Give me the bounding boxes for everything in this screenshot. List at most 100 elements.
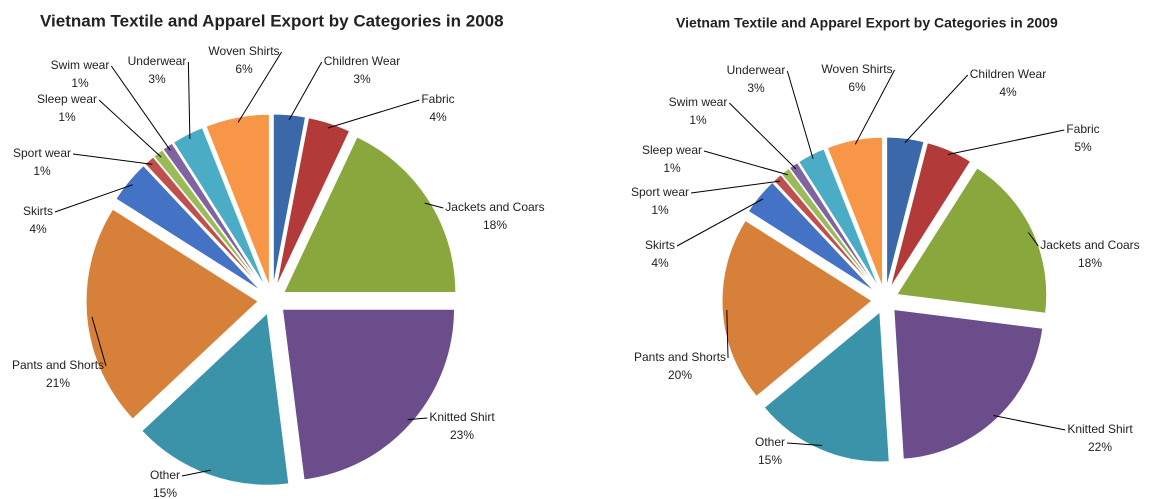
pie-slice <box>893 308 1044 460</box>
slice-label: Swim wear <box>51 58 110 72</box>
pie-2008: Children Wear 3% Fabric 4% Jackets and Coars… <box>12 44 545 499</box>
leader-line <box>187 61 191 139</box>
slice-label: Children Wear <box>970 67 1046 81</box>
pie-slice <box>141 312 290 486</box>
leader-line <box>676 198 764 247</box>
slice-label: Other <box>150 468 180 482</box>
slice-value-label: 4% <box>651 256 669 270</box>
slice-label: Woven Shirts <box>821 62 892 76</box>
slice-label: Underwear <box>128 54 187 68</box>
slice-value-label: 4% <box>29 222 47 236</box>
pie-slice <box>780 167 878 291</box>
slice-value-label: 23% <box>450 428 474 442</box>
slice-label: Swim wear <box>669 95 728 109</box>
leader-line <box>904 74 969 144</box>
pie-slice <box>283 136 457 293</box>
pie-slice <box>788 161 879 290</box>
slice-value-label: 4% <box>999 85 1017 99</box>
slice-label: Knitted Shirt <box>429 410 495 424</box>
leader-line <box>728 102 797 170</box>
leader-line <box>54 184 133 213</box>
slice-label: Knitted Shirt <box>1067 422 1133 436</box>
slice-label: Sleep wear <box>642 143 702 157</box>
slice-label: Skirts <box>23 204 53 218</box>
chart-title: Vietnam Textile and Apparel Export by Ca… <box>676 15 1058 31</box>
pie-slice <box>153 149 264 290</box>
pie-slice <box>798 148 880 289</box>
slice-value-label: 6% <box>848 80 866 94</box>
leader-line <box>288 61 323 121</box>
slice-value-label: 18% <box>1078 256 1102 270</box>
leader-line <box>726 309 729 359</box>
leader-line <box>1028 232 1039 247</box>
slice-label: Underwear <box>727 63 786 77</box>
pie-slice <box>272 113 307 287</box>
slice-label: Pants and Shorts <box>634 350 726 364</box>
slice-value-label: 1% <box>689 113 707 127</box>
pie-slice <box>889 142 972 289</box>
leader-line <box>786 442 823 446</box>
pie-2009: Children Wear 4% Fabric 5% Jackets and Coars… <box>631 62 1140 467</box>
slice-value-label: 1% <box>71 76 89 90</box>
slice-value-label: 3% <box>148 72 166 86</box>
pie-slice <box>275 117 351 287</box>
slice-label: Sleep wear <box>37 92 97 106</box>
leader-line <box>703 150 788 176</box>
pie-slice <box>721 219 873 398</box>
pie-slice <box>826 136 884 288</box>
pie-slice <box>115 164 262 292</box>
slice-label: Sport wear <box>13 146 71 160</box>
pie-slice <box>172 126 267 288</box>
pie-slice <box>895 167 1048 314</box>
leader-line <box>181 469 211 477</box>
leader-line <box>407 417 428 421</box>
leader-line <box>424 202 444 209</box>
slice-label: Sport wear <box>631 185 689 199</box>
pie-slice <box>773 173 877 291</box>
slice-value-label: 1% <box>663 161 681 175</box>
slice-value-label: 20% <box>668 368 692 382</box>
slice-label: Woven Shirts <box>208 44 279 58</box>
leader-line <box>91 316 107 367</box>
slice-value-label: 21% <box>46 376 70 390</box>
slice-value-label: 3% <box>747 81 765 95</box>
slice-label: Jackets and Coars <box>445 200 544 214</box>
pie-slice <box>281 308 456 481</box>
leader-line <box>110 65 171 151</box>
slice-label: Skirts <box>645 238 675 252</box>
slice-value-label: 4% <box>429 110 447 124</box>
leader-line <box>327 99 420 129</box>
pie-slice <box>205 113 270 287</box>
leader-line <box>993 415 1066 431</box>
leader-line <box>786 70 814 159</box>
leader-line <box>237 51 282 123</box>
slice-value-label: 1% <box>58 110 76 124</box>
leader-line <box>98 99 162 158</box>
slice-label: Children Wear <box>324 54 400 68</box>
slice-value-label: 22% <box>1088 440 1112 454</box>
slice-label: Pants and Shorts <box>12 358 104 372</box>
slice-value-label: 15% <box>153 486 177 499</box>
pie-slice <box>763 310 890 463</box>
slice-value-label: 1% <box>33 164 51 178</box>
slice-label: Jackets and Coars <box>1040 238 1139 252</box>
pie-slice <box>85 208 259 420</box>
leader-line <box>72 153 153 165</box>
pie-slice <box>144 156 264 290</box>
slice-label: Fabric <box>421 92 454 106</box>
slice-label: Other <box>755 435 785 449</box>
slice-value-label: 1% <box>651 203 669 217</box>
leader-line <box>947 129 1065 156</box>
leader-line <box>690 180 781 194</box>
slice-value-label: 6% <box>235 62 253 76</box>
slice-value-label: 18% <box>483 218 507 232</box>
pie-slice <box>886 136 925 288</box>
leader-line <box>854 69 896 145</box>
slice-value-label: 15% <box>758 453 782 467</box>
chart-title: Vietnam Textile and Apparel Export by Ca… <box>40 11 504 30</box>
slice-value-label: 3% <box>353 72 371 86</box>
slice-value-label: 5% <box>1074 140 1092 154</box>
slice-label: Fabric <box>1066 122 1099 136</box>
